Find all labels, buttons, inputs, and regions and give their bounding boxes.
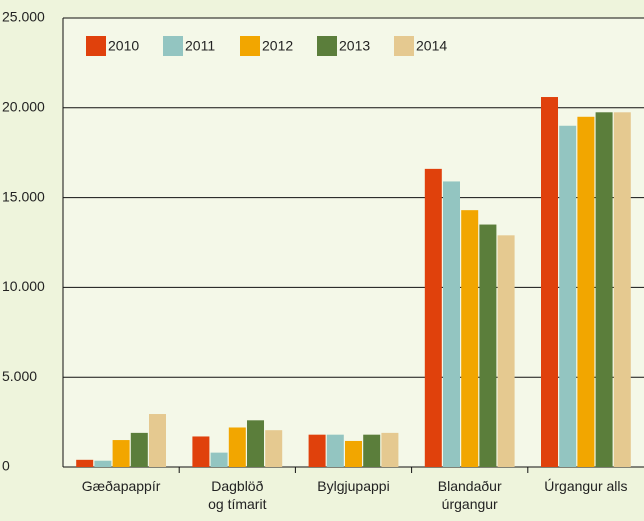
y-tick-label: 25.000 xyxy=(2,9,45,25)
legend-swatch xyxy=(394,36,414,56)
bar xyxy=(381,432,399,467)
legend-label: 2014 xyxy=(416,38,447,54)
bar xyxy=(94,460,112,467)
bar xyxy=(112,440,130,467)
legend-swatch xyxy=(86,36,106,56)
bar xyxy=(76,459,94,467)
bar xyxy=(479,224,497,467)
x-tick-label: Úrgangur alls xyxy=(544,478,627,494)
legend-label: 2012 xyxy=(262,38,293,54)
bar xyxy=(149,414,166,467)
x-tick-label: Bylgjupappi xyxy=(317,478,389,494)
x-tick-label: Gæðapappír xyxy=(82,478,161,494)
y-tick-label: 5.000 xyxy=(2,368,37,384)
y-tick-label: 0 xyxy=(2,458,10,474)
y-tick-label: 15.000 xyxy=(2,188,45,204)
bar xyxy=(130,432,148,467)
bar xyxy=(247,420,264,467)
legend-label: 2011 xyxy=(185,38,215,54)
y-tick-label: 10.000 xyxy=(2,278,45,294)
x-tick-label: Blandaður úrgangur xyxy=(438,478,502,512)
legend-swatch xyxy=(163,36,183,56)
legend-swatch xyxy=(317,36,337,56)
bar xyxy=(308,434,326,467)
bar xyxy=(192,436,210,467)
bar xyxy=(595,112,613,467)
bar xyxy=(497,235,515,467)
bar xyxy=(541,97,558,468)
bar xyxy=(326,434,344,467)
legend-label: 2013 xyxy=(339,38,370,54)
x-tick-label: Dagblöð og tímarit xyxy=(208,478,266,512)
bar xyxy=(559,125,577,467)
bar xyxy=(210,452,228,467)
bar xyxy=(265,430,283,467)
legend-label: 2010 xyxy=(108,38,139,54)
bar xyxy=(424,168,442,467)
y-tick-label: 20.000 xyxy=(2,99,45,115)
bar xyxy=(228,427,246,467)
legend-swatch xyxy=(240,36,260,56)
bar xyxy=(577,116,595,467)
bar xyxy=(363,434,381,467)
bar xyxy=(443,181,460,467)
bar xyxy=(345,440,362,467)
bar xyxy=(461,210,479,467)
bar xyxy=(613,112,631,467)
